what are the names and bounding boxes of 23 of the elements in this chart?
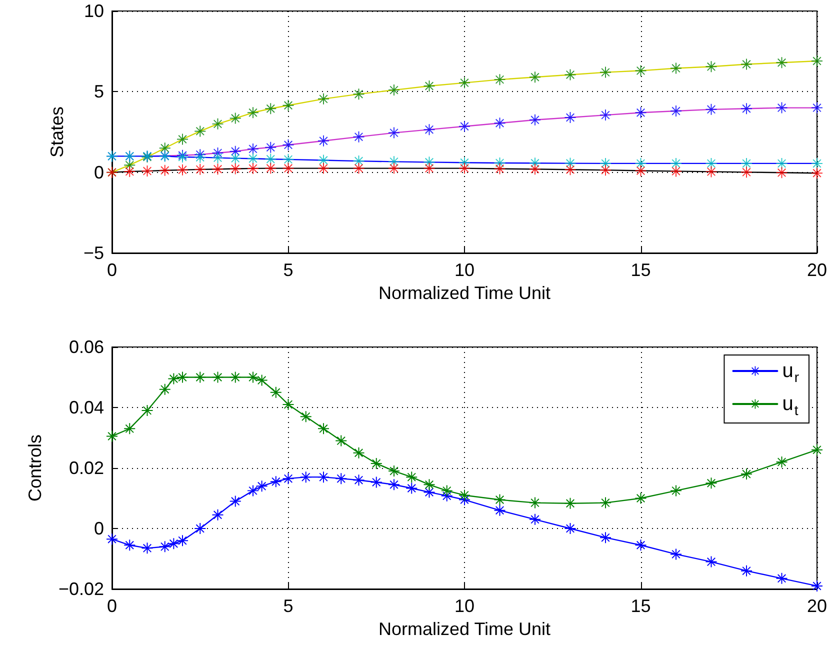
y-tick-label: 0.06 — [68, 337, 104, 357]
x-axis-title: Normalized Time Unit — [378, 282, 551, 303]
y-tick-label: 10 — [84, 1, 104, 21]
x-tick-label: 0 — [106, 260, 118, 280]
x-tick-label: 20 — [806, 596, 828, 616]
y-tick-label: −5 — [83, 243, 104, 263]
y-tick-label: −0.02 — [58, 579, 104, 599]
y-tick-label: 0.02 — [68, 458, 104, 478]
x-tick-label: 0 — [106, 596, 118, 616]
y-tick-label: 5 — [94, 82, 104, 102]
y-tick-label: 0 — [94, 162, 104, 182]
x-axis-title: Normalized Time Unit — [378, 618, 551, 639]
x-tick-label: 5 — [283, 596, 294, 616]
x-tick-label: 15 — [630, 260, 651, 280]
y-axis-title: Controls — [25, 434, 45, 502]
y-axis-title: States — [47, 106, 67, 158]
x-tick-label: 10 — [454, 260, 475, 280]
y-tick-label: 0 — [94, 518, 104, 538]
x-tick-label: 15 — [630, 596, 651, 616]
x-tick-label: 20 — [806, 260, 828, 280]
x-tick-label: 10 — [454, 596, 475, 616]
y-tick-label: 0.04 — [68, 398, 104, 418]
x-tick-label: 5 — [283, 260, 294, 280]
